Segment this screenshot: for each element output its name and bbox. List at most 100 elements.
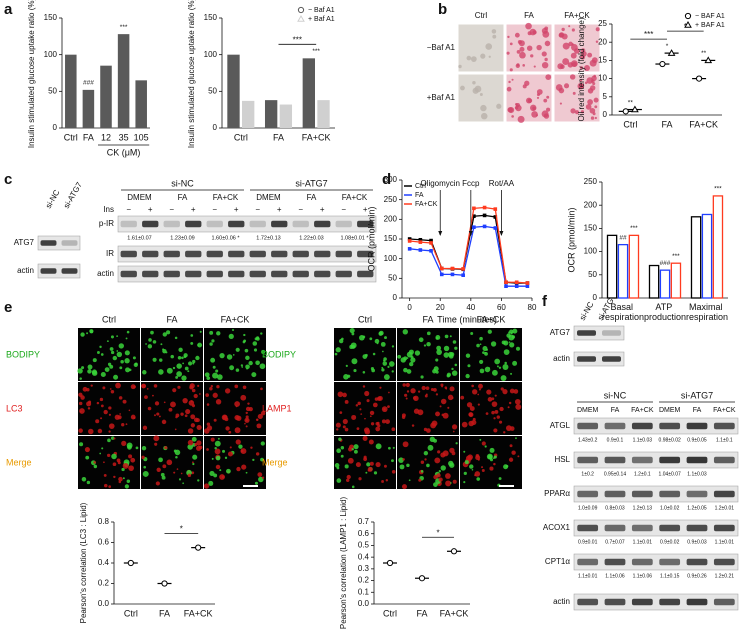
fluor-spot bbox=[447, 394, 454, 401]
fluor-spot bbox=[342, 425, 346, 429]
fluor-spot bbox=[212, 365, 216, 369]
fluor-spot bbox=[170, 401, 176, 408]
quant-label: 0.9±0.1 bbox=[607, 437, 624, 443]
significance-label: ** bbox=[628, 99, 634, 106]
fluor-spot bbox=[183, 353, 188, 358]
y-tick-label: 0.8 bbox=[98, 517, 110, 526]
point bbox=[659, 60, 666, 68]
fluor-spot bbox=[133, 385, 136, 389]
stain-spot bbox=[544, 40, 551, 47]
x-tick-label: 35 bbox=[119, 132, 129, 142]
fluor-spot bbox=[185, 408, 191, 415]
stain-spot bbox=[516, 49, 521, 54]
fluor-spot bbox=[240, 394, 247, 401]
stain-spot bbox=[595, 40, 599, 43]
stain-spot bbox=[589, 59, 597, 67]
fluor-spot bbox=[122, 462, 129, 469]
blot-band bbox=[659, 524, 681, 532]
fluor-spot bbox=[403, 367, 408, 373]
fluor-spot bbox=[112, 355, 118, 361]
annotation-arrowhead bbox=[438, 231, 443, 236]
fluor-spot bbox=[191, 388, 196, 393]
stain-spot bbox=[511, 115, 514, 118]
fluor-spot bbox=[391, 345, 395, 348]
stain-spot bbox=[570, 52, 577, 59]
y-axis-label: OCR (pmol/min) bbox=[566, 207, 576, 272]
fluor-spot bbox=[222, 449, 226, 453]
legend-label: Ctrl bbox=[415, 183, 426, 190]
fluor-spot bbox=[468, 420, 475, 427]
fluor-spot bbox=[214, 447, 217, 450]
x-tick-label: 105 bbox=[134, 132, 149, 142]
fluor-spot bbox=[203, 483, 210, 489]
fluor-spot bbox=[401, 484, 407, 490]
fluor-spot bbox=[209, 470, 215, 477]
column-label: FA+CK bbox=[221, 314, 250, 324]
blot-band bbox=[271, 270, 288, 278]
fluor-spot bbox=[358, 477, 362, 481]
ins-sign: − bbox=[212, 205, 217, 214]
column-label: FA+CK bbox=[564, 11, 590, 20]
fluor-spot bbox=[427, 444, 434, 451]
group-label: si-ATG7 bbox=[681, 390, 713, 400]
fluor-spot bbox=[391, 469, 396, 474]
fluor-spot bbox=[177, 385, 181, 389]
fluor-spot bbox=[426, 463, 430, 468]
fluor-spot bbox=[469, 406, 475, 411]
fluor-spot bbox=[204, 372, 210, 378]
fluor-spot bbox=[344, 400, 349, 404]
point bbox=[622, 108, 629, 115]
fluor-spot bbox=[178, 478, 182, 481]
fluor-spot bbox=[339, 411, 343, 414]
fluor-spot bbox=[256, 423, 262, 429]
stain-spot bbox=[509, 42, 513, 46]
quant-label: 1.1±0.01 bbox=[578, 573, 598, 579]
stain-spot bbox=[589, 107, 596, 114]
point bbox=[472, 225, 476, 229]
fluor-spot bbox=[484, 351, 488, 356]
fluor-spot bbox=[219, 469, 222, 472]
fluor-spot bbox=[465, 373, 470, 379]
significance-label: ** bbox=[701, 50, 707, 57]
point bbox=[695, 75, 703, 82]
fluor-spot bbox=[515, 437, 517, 440]
fluor-spot bbox=[109, 347, 114, 351]
fluor-spot bbox=[187, 428, 194, 434]
bar bbox=[317, 100, 330, 128]
fluor-spot bbox=[467, 364, 471, 368]
legend-label: + Baf A1 bbox=[308, 16, 335, 23]
fluor-spot bbox=[250, 446, 253, 449]
blot-band bbox=[686, 456, 708, 464]
blot-band bbox=[206, 220, 223, 228]
column-label: FA+CK bbox=[477, 314, 506, 324]
fluor-spot bbox=[153, 384, 158, 388]
fluor-spot bbox=[450, 482, 452, 484]
treatment-label: DMEM bbox=[577, 407, 599, 414]
stain-spot bbox=[509, 68, 513, 72]
fluor-spot bbox=[406, 463, 410, 468]
fluor-spot bbox=[420, 375, 424, 379]
fluor-spot bbox=[197, 384, 200, 387]
fluor-spot bbox=[409, 361, 414, 367]
significance-label: ## bbox=[619, 234, 627, 241]
fluor-spot bbox=[247, 402, 250, 405]
y-tick-label: 0.4 bbox=[98, 558, 110, 567]
fluor-spot bbox=[130, 457, 136, 463]
fluor-spot bbox=[215, 464, 221, 470]
fluor-spot bbox=[124, 350, 130, 356]
fluor-spot bbox=[445, 387, 448, 390]
point bbox=[127, 559, 134, 567]
y-tick-label: 0.0 bbox=[98, 599, 110, 608]
fluor-spot bbox=[383, 408, 386, 411]
fluor-spot bbox=[192, 454, 198, 460]
fluor-spot bbox=[187, 439, 194, 446]
fluor-spot bbox=[376, 421, 380, 425]
fluor-spot bbox=[440, 383, 444, 387]
fluor-spot bbox=[257, 413, 263, 420]
x-tick-label: ATP production bbox=[644, 302, 686, 322]
blot-band bbox=[631, 456, 653, 464]
column-label: FA bbox=[166, 314, 177, 324]
y-tick-label: 150 bbox=[584, 224, 598, 233]
fluor-spot bbox=[506, 333, 511, 338]
fluor-spot bbox=[486, 389, 492, 395]
